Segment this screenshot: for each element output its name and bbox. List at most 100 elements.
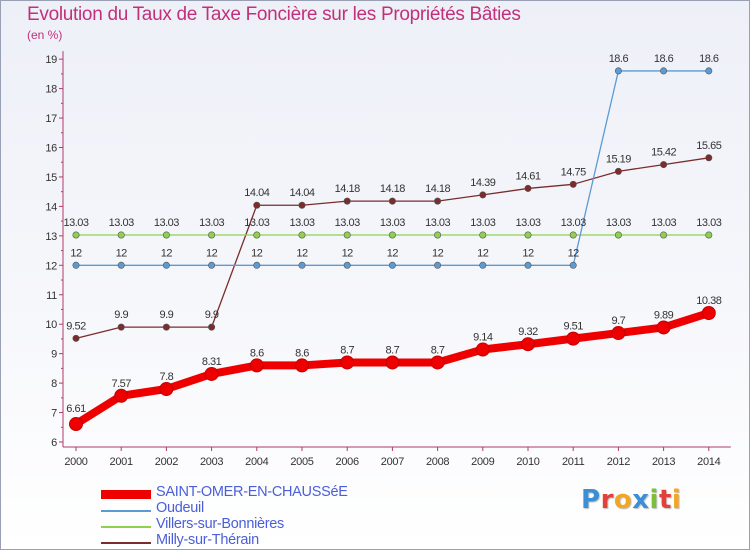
data-label-oudeuil: 12 xyxy=(296,247,308,259)
data-label-saint-omer: 9.7 xyxy=(612,315,626,327)
data-point-milly xyxy=(253,201,261,209)
data-label-oudeuil: 12 xyxy=(251,247,263,259)
data-label-oudeuil: 12 xyxy=(206,247,218,259)
data-point-saint-omer xyxy=(159,381,174,396)
data-point-milly xyxy=(72,334,80,342)
data-label-milly: 14.18 xyxy=(425,183,450,195)
data-point-villers xyxy=(208,231,216,239)
y-tick-label: 15 xyxy=(45,172,57,184)
data-label-villers: 13.03 xyxy=(696,217,721,229)
data-label-saint-omer: 8.6 xyxy=(250,347,264,359)
data-point-saint-omer xyxy=(521,337,535,352)
data-point-saint-omer xyxy=(701,306,716,321)
data-point-villers xyxy=(388,231,396,239)
data-point-villers xyxy=(343,231,351,239)
data-label-villers: 13.03 xyxy=(651,217,676,229)
data-label-saint-omer: 8.31 xyxy=(202,356,222,368)
data-point-villers xyxy=(298,231,306,239)
data-point-milly xyxy=(524,184,532,192)
data-point-oudeuil xyxy=(253,261,261,269)
x-tick-label: 2005 xyxy=(290,456,313,468)
data-point-villers xyxy=(479,231,487,239)
data-point-saint-omer xyxy=(475,342,490,357)
data-label-milly: 15.19 xyxy=(606,153,631,165)
data-point-oudeuil xyxy=(117,261,125,269)
chart-title: Evolution du Taux de Taxe Foncière sur l… xyxy=(27,4,521,25)
y-tick-label: 11 xyxy=(46,290,57,302)
legend-label-villers: Villers-sur-Bonnières xyxy=(156,516,285,532)
data-point-saint-omer xyxy=(295,358,309,373)
data-point-saint-omer xyxy=(69,417,83,432)
legend-label-saint-omer: SAINT-OMER-EN-CHAUSSéE xyxy=(156,484,348,500)
x-tick-label: 2001 xyxy=(110,456,133,468)
x-tick-label: 2003 xyxy=(200,456,223,468)
data-point-oudeuil xyxy=(343,261,351,269)
data-label-villers: 13.03 xyxy=(199,217,224,229)
data-label-oudeuil: 12 xyxy=(477,247,489,259)
x-tick-label: 2012 xyxy=(607,456,630,468)
legend-swatch-milly xyxy=(101,542,151,544)
data-label-milly: 14.18 xyxy=(335,183,360,195)
data-point-saint-omer xyxy=(566,331,581,346)
y-tick-label: 13 xyxy=(45,231,57,243)
data-label-villers: 13.03 xyxy=(606,217,631,229)
data-point-villers xyxy=(569,231,577,239)
data-point-milly xyxy=(569,180,577,188)
data-point-saint-omer xyxy=(249,358,264,373)
data-point-saint-omer xyxy=(385,355,400,370)
data-point-milly xyxy=(614,167,622,175)
data-point-oudeuil xyxy=(660,67,668,75)
data-label-villers: 13.03 xyxy=(289,217,314,229)
data-point-oudeuil xyxy=(524,261,532,269)
y-tick-label: 8 xyxy=(51,378,57,390)
data-label-saint-omer: 7.8 xyxy=(160,371,174,383)
data-label-oudeuil: 18.6 xyxy=(699,53,719,65)
data-label-oudeuil: 18.6 xyxy=(654,53,674,65)
data-label-villers: 13.03 xyxy=(109,217,134,229)
data-point-oudeuil xyxy=(434,261,442,269)
legend-label-milly: Milly-sur-Thérain xyxy=(156,532,259,548)
x-tick-label: 2006 xyxy=(336,456,359,468)
data-point-oudeuil xyxy=(569,261,577,269)
data-point-milly xyxy=(298,201,306,209)
data-point-villers xyxy=(705,231,713,239)
legend-swatch-oudeuil xyxy=(101,510,151,512)
x-tick-label: 2007 xyxy=(381,456,404,468)
data-label-milly: 15.42 xyxy=(651,147,676,159)
data-label-villers: 13.03 xyxy=(470,217,495,229)
x-tick-label: 2014 xyxy=(697,456,720,468)
legend-swatch-saint-omer xyxy=(101,490,151,499)
data-label-saint-omer: 7.57 xyxy=(111,378,131,390)
y-tick-label: 17 xyxy=(45,113,57,125)
legend-swatch-villers xyxy=(101,526,151,528)
data-label-villers: 13.03 xyxy=(63,217,88,229)
data-label-villers: 13.03 xyxy=(154,217,179,229)
data-label-villers: 13.03 xyxy=(561,217,586,229)
data-label-milly: 14.75 xyxy=(561,166,586,178)
proxiti-logo: Proxiti xyxy=(581,485,682,515)
data-point-villers xyxy=(614,231,622,239)
y-tick-label: 9 xyxy=(51,349,57,361)
data-point-oudeuil xyxy=(72,261,80,269)
x-tick-label: 2008 xyxy=(426,456,449,468)
data-label-oudeuil: 12 xyxy=(522,247,534,259)
data-point-oudeuil xyxy=(614,67,622,75)
data-label-oudeuil: 18.6 xyxy=(609,53,629,65)
data-point-saint-omer xyxy=(430,355,445,370)
data-point-oudeuil xyxy=(388,261,396,269)
data-point-milly xyxy=(162,323,170,331)
data-label-saint-omer: 10.38 xyxy=(696,295,721,307)
data-label-oudeuil: 12 xyxy=(568,247,580,259)
x-tick-label: 2011 xyxy=(562,456,585,468)
data-point-milly xyxy=(660,161,668,169)
data-point-milly xyxy=(705,154,713,162)
data-label-saint-omer: 9.14 xyxy=(473,332,493,344)
data-point-oudeuil xyxy=(208,261,216,269)
data-point-saint-omer xyxy=(656,320,671,335)
data-label-saint-omer: 9.89 xyxy=(654,309,674,321)
data-point-saint-omer xyxy=(114,388,129,403)
data-point-saint-omer xyxy=(340,355,355,370)
data-label-milly: 14.39 xyxy=(470,177,495,189)
data-label-milly: 9.9 xyxy=(160,309,174,321)
data-label-villers: 13.03 xyxy=(335,217,360,229)
